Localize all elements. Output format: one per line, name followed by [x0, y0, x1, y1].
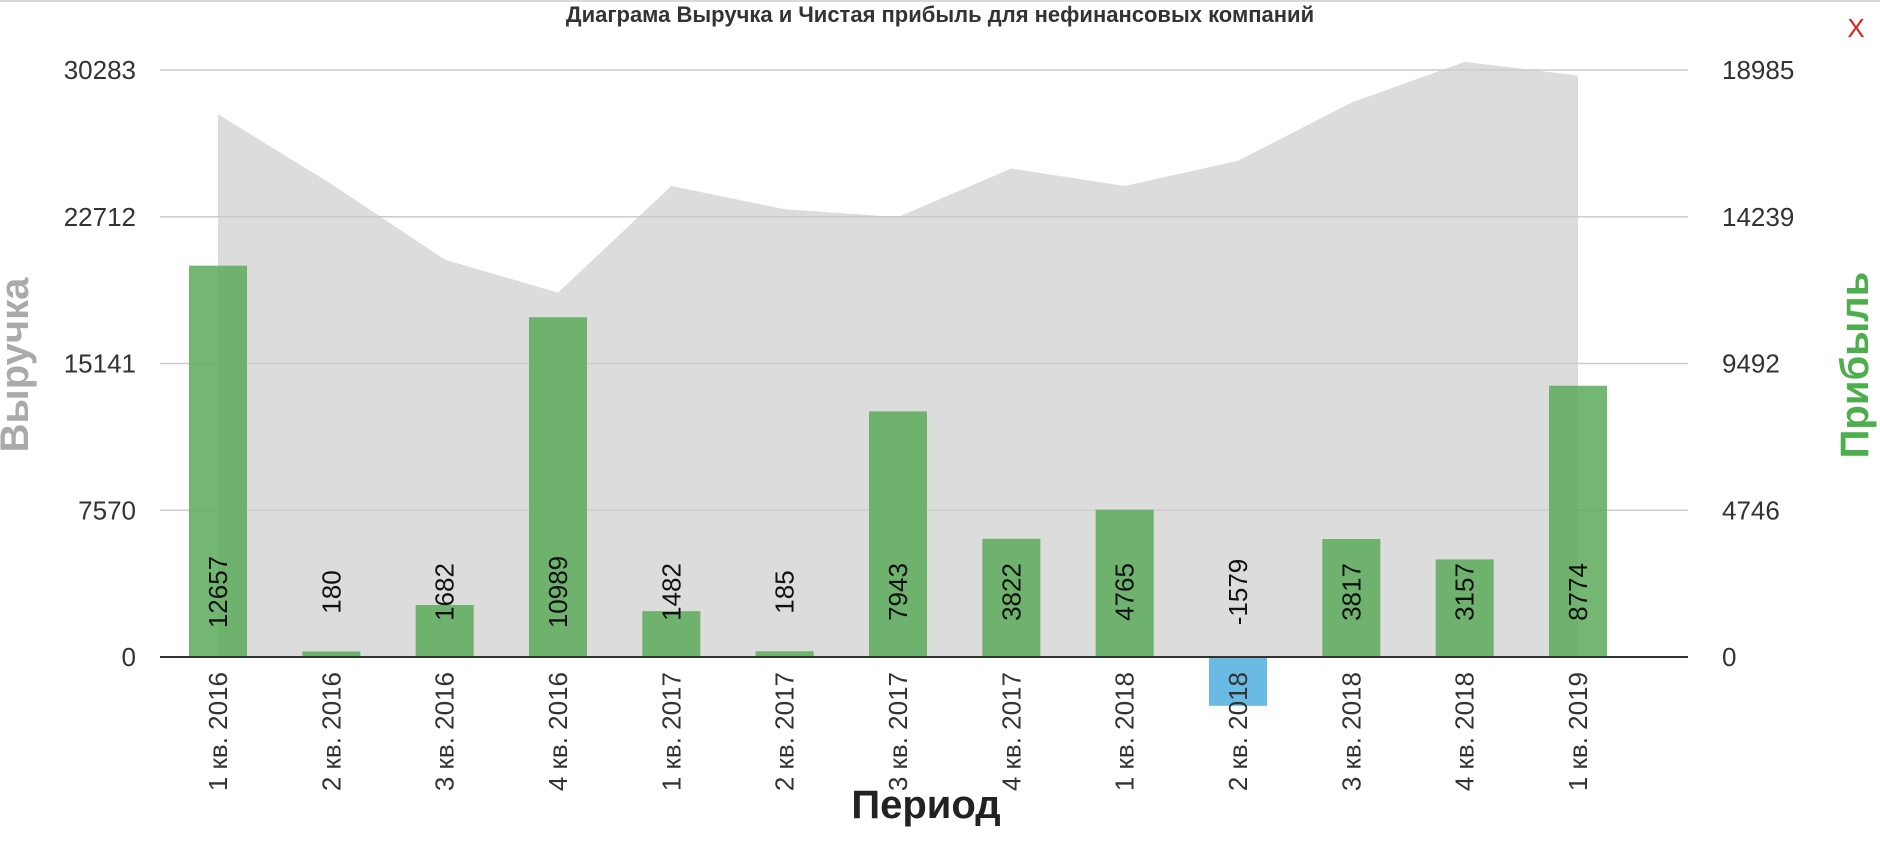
right-tick-label: 9492 — [1722, 349, 1780, 379]
x-tick-label: 4 кв. 2018 — [1450, 672, 1480, 791]
profit-bar — [869, 411, 927, 657]
x-tick-label: 4 кв. 2016 — [543, 672, 573, 791]
x-tick-label: 3 кв. 2016 — [430, 672, 460, 791]
x-tick-label: 3 кв. 2018 — [1336, 672, 1366, 791]
data-label: 3817 — [1336, 563, 1366, 621]
left-tick-label: 30283 — [64, 55, 136, 85]
data-label: 1482 — [656, 563, 686, 621]
data-label: -1579 — [1223, 559, 1253, 626]
data-label: 1682 — [430, 563, 460, 621]
data-label: 180 — [316, 570, 346, 613]
data-label: 185 — [770, 570, 800, 613]
right-tick-label: 14239 — [1722, 202, 1794, 232]
x-tick-label: 1 кв. 2016 — [203, 672, 233, 791]
data-label: 12657 — [203, 556, 233, 628]
x-tick-label: 2 кв. 2017 — [770, 672, 800, 791]
profit-bar — [1322, 538, 1381, 657]
right-tick-label: 18985 — [1722, 55, 1794, 85]
top-border — [0, 0, 1880, 2]
profit-bar — [755, 651, 814, 657]
profit-bar — [1549, 385, 1607, 657]
chart-title: Диаграма Выручка и Чистая прибыль для не… — [565, 2, 1315, 27]
data-label: 4765 — [1110, 563, 1140, 621]
x-tick-label: 1 кв. 2018 — [1110, 672, 1140, 791]
x-tick-label: 2 кв. 2016 — [316, 672, 346, 791]
right-tick-label: 0 — [1722, 642, 1736, 672]
profit-bar — [1095, 509, 1154, 657]
x-tick-label: 2 кв. 2018 — [1223, 672, 1253, 791]
profit-bar — [1209, 657, 1267, 706]
left-tick-label: 0 — [122, 642, 136, 672]
data-label: 3157 — [1450, 563, 1480, 621]
profit-bar — [529, 317, 587, 657]
profit-bar — [415, 604, 474, 657]
data-label: 3822 — [996, 563, 1026, 621]
left-tick-label: 7570 — [78, 495, 136, 525]
left-tick-label: 22712 — [64, 202, 136, 232]
data-label: 10989 — [543, 556, 573, 628]
close-icon[interactable]: X — [1847, 13, 1865, 43]
profit-bar — [302, 651, 361, 657]
x-tick-label: 1 кв. 2017 — [656, 672, 686, 791]
right-tick-label: 4746 — [1722, 495, 1780, 525]
profit-bar — [189, 265, 247, 657]
left-tick-label: 15141 — [64, 349, 136, 379]
data-label: 8774 — [1563, 563, 1593, 621]
x-tick-label: 1 кв. 2019 — [1563, 672, 1593, 791]
x-tick-label: 4 кв. 2017 — [996, 672, 1026, 791]
profit-bar — [1435, 559, 1494, 657]
profit-bar — [642, 611, 701, 657]
data-label: 7943 — [883, 563, 913, 621]
right-axis-title: Прибыль — [1833, 272, 1877, 459]
profit-bar — [982, 538, 1041, 657]
x-axis-title: Период — [851, 783, 1000, 827]
x-tick-label: 3 кв. 2017 — [883, 672, 913, 791]
left-axis-title: Выручка — [0, 277, 37, 452]
